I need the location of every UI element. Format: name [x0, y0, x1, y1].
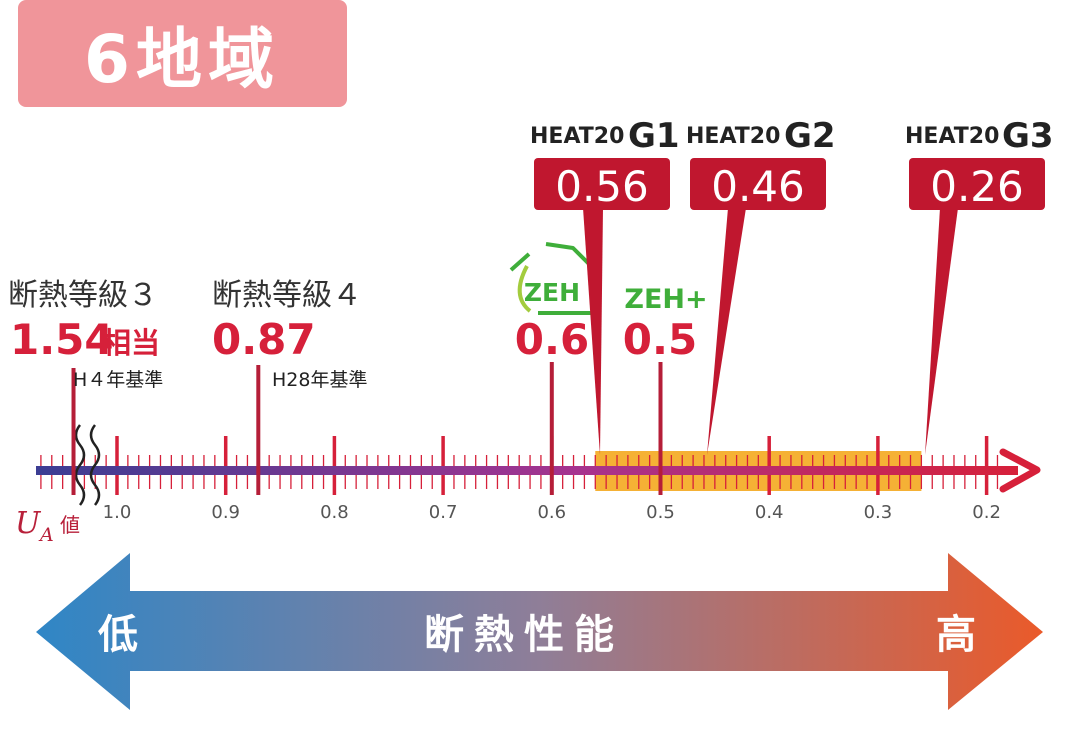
grade-3-value-suffix: 相当 [102, 326, 160, 360]
tick-label: 1.0 [103, 502, 132, 523]
tick-label: 0.7 [429, 502, 458, 523]
zeh-value: 0.6 [515, 315, 589, 364]
axis-break-icon [74, 424, 101, 506]
heat20-g3-grade: G3 [1002, 116, 1054, 156]
heat20-g1-prefix: HEAT20 [530, 124, 624, 149]
insulation-performance-arrow: 低 断熱性能 高 [36, 553, 1043, 710]
tick-label: 0.9 [211, 502, 240, 523]
performance-high-label: 高 [936, 612, 976, 658]
zeh-plus-marker: ZEH+ 0.5 [623, 284, 708, 495]
heat20-g1-value: 0.56 [555, 162, 649, 211]
performance-double-arrow [36, 553, 1043, 710]
heat20-g3-value: 0.26 [930, 162, 1024, 211]
zeh-plus-label: ZEH+ [624, 284, 707, 315]
grade-4-basis: H28年基準 [272, 369, 367, 391]
grade-3-title: 断熱等級３ [8, 278, 158, 313]
grade-4-title: 断熱等級４ [212, 278, 362, 313]
heat20-g1-box [534, 158, 670, 210]
region-badge-bg [18, 0, 347, 107]
performance-center-label: 断熱性能 [424, 612, 624, 658]
ua-label-main: U [15, 506, 42, 541]
grade-4-value: 0.87 [212, 315, 316, 364]
heat20-g2-box [690, 158, 826, 210]
zeh-plus-value: 0.5 [623, 315, 697, 364]
heat20-g1-grade: G1 [628, 116, 680, 156]
ua-axis-label: U A 値 [15, 506, 80, 546]
heat20-g1-pointer [583, 208, 603, 455]
ua-label-sub: A [38, 524, 54, 546]
heat20-g2-pointer [707, 208, 746, 455]
grade-4-marker: 断熱等級４ 0.87 H28年基準 [212, 278, 367, 495]
heat20-g3-pointer [925, 208, 958, 455]
zeh-leaf-icon [517, 265, 532, 313]
zeh-label: ZEH [524, 278, 580, 307]
tick-label: 0.3 [864, 502, 893, 523]
heat20-g3-prefix: HEAT20 [905, 124, 999, 149]
ua-axis-arrowhead [999, 448, 1041, 493]
tick-label: 0.4 [755, 502, 784, 523]
grade-3-value: 1.54 [10, 315, 114, 364]
heat20-g2-value: 0.46 [711, 162, 805, 211]
heat20-g3-callout: HEAT20 G3 0.26 [905, 116, 1054, 455]
tick-label: 0.6 [537, 502, 566, 523]
ua-label-suffix: 値 [60, 513, 80, 537]
tick-label: 0.8 [320, 502, 349, 523]
tick-label: 0.5 [646, 502, 675, 523]
performance-low-label: 低 [98, 612, 138, 658]
region-badge: 6地域 [18, 0, 347, 107]
tick-labels: 1.0 0.9 0.8 0.7 0.6 0.5 0.4 0.3 0.2 [103, 502, 1001, 523]
grade-3-basis: H４年基準 [73, 369, 163, 391]
heat20-g1-callout: HEAT20 G1 0.56 [530, 116, 680, 455]
heat20-g2-grade: G2 [784, 116, 836, 156]
zeh-marker: ZEH 0.6 [509, 242, 595, 495]
tick-label: 0.2 [972, 502, 1001, 523]
ua-axis-line [36, 466, 1018, 475]
heat20-g3-box [909, 158, 1045, 210]
grade-3-marker: 断熱等級３ 1.54 相当 H４年基準 [8, 278, 163, 495]
heat20-g2-callout: HEAT20 G2 0.46 [686, 116, 836, 455]
heat20-g2-prefix: HEAT20 [686, 124, 780, 149]
region-badge-text: 6地域 [84, 21, 280, 98]
